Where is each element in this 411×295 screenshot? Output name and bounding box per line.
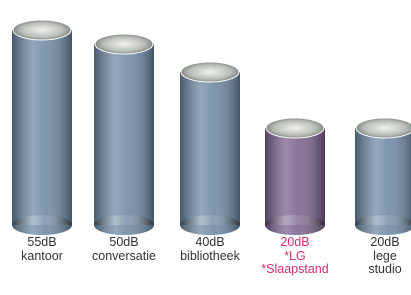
category-label: conversatie bbox=[92, 249, 156, 263]
cylinder-top-photo bbox=[95, 34, 153, 54]
value-label: 55dB bbox=[27, 235, 56, 249]
chart: 55dBkantoor 50dBconversatie 40dBbibliothee… bbox=[0, 0, 411, 295]
cylinder-shade bbox=[355, 128, 411, 225]
value-label: 20dB bbox=[280, 235, 309, 249]
category-label: *LG bbox=[284, 249, 306, 263]
category-label: bibliotheek bbox=[180, 249, 241, 263]
page: 55dBkantoor 50dBconversatie 40dBbibliothee… bbox=[0, 0, 411, 295]
value-label: 20dB bbox=[370, 235, 399, 249]
category-label: kantoor bbox=[21, 249, 63, 263]
category-label: studio bbox=[368, 262, 401, 276]
cylinder-shade bbox=[94, 44, 154, 225]
cylinder-top-photo bbox=[181, 62, 239, 82]
value-label: 50dB bbox=[109, 235, 138, 249]
cylinder-shade bbox=[180, 72, 240, 225]
category-label: lege bbox=[373, 249, 397, 263]
cylinder-top-photo bbox=[13, 20, 71, 40]
value-label: 40dB bbox=[195, 235, 224, 249]
category-label: *Slaapstand bbox=[261, 262, 328, 276]
cylinder-top-photo bbox=[266, 118, 324, 138]
cylinder-top-photo bbox=[356, 118, 411, 138]
cylinder-shade bbox=[265, 128, 325, 225]
cylinder-shade bbox=[12, 30, 72, 225]
